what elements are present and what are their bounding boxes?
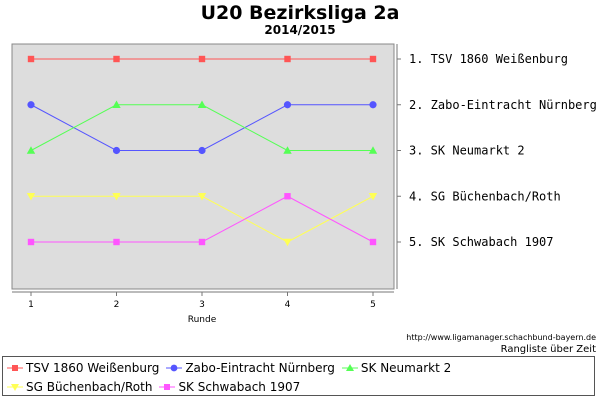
legend-row: SG Büchenbach/Roth SK Schwabach 1907 (7, 379, 307, 395)
data-point (284, 193, 291, 200)
legend-swatch (7, 365, 23, 371)
legend-swatch-marker (170, 364, 178, 372)
line-chart: 1 2 3 4 5 1. TSV 1860 Weißenburg 2. Zabo-Eint… (11, 43, 597, 325)
source-caption: Rangliste über Zeit (500, 344, 596, 355)
legend-swatch-marker (345, 364, 354, 371)
data-point (368, 146, 378, 154)
source-url: http://www.ligamanager.schachbund-bayern… (406, 333, 596, 342)
data-point (198, 238, 206, 246)
plot-area (11, 43, 395, 290)
x-axis-label: Runde (188, 315, 217, 325)
legend-label: SG Büchenbach/Roth (26, 380, 153, 394)
legend-swatch (341, 364, 358, 371)
data-point (368, 193, 378, 201)
x-axis-ticks: 1 2 3 4 5 (28, 292, 376, 310)
data-point (283, 146, 292, 154)
legend-item: SK Schwabach 1907 (159, 380, 300, 394)
data-point (113, 55, 120, 63)
legend-swatch (166, 364, 183, 372)
data-point (369, 55, 377, 63)
legend-label: SK Neumarkt 2 (360, 361, 452, 375)
data-point (284, 55, 291, 63)
series-markers (26, 55, 378, 247)
legend-item: TSV 1860 Weißenburg (7, 361, 159, 375)
legend-swatch-marker (164, 384, 171, 390)
data-point (197, 100, 207, 108)
x-tick-label: 4 (285, 300, 291, 310)
data-point (27, 101, 35, 109)
legend-swatch-marker (12, 365, 18, 371)
chart-title: U20 Bezirksliga 2a (200, 2, 400, 24)
data-point (112, 193, 121, 201)
x-tick-label: 5 (370, 300, 376, 310)
data-point (283, 101, 292, 109)
data-point (369, 238, 377, 246)
legend: TSV 1860 Weißenburg Zabo-Eintracht Nürnbe… (2, 356, 595, 396)
legend-row: TSV 1860 Weißenburg Zabo-Eintracht Nürnbe… (7, 360, 458, 376)
right-axis-labels: 1. TSV 1860 Weißenburg 2. Zabo-Eintracht … (397, 52, 597, 249)
data-point (27, 55, 35, 63)
x-tick-label: 3 (199, 300, 205, 310)
legend-label: TSV 1860 Weißenburg (26, 361, 160, 375)
data-point (369, 101, 377, 109)
right-axis-label: 1. TSV 1860 Weißenburg (409, 52, 568, 66)
data-point (113, 238, 120, 246)
data-point (27, 238, 35, 246)
right-axis-label: 5. SK Schwabach 1907 (409, 235, 554, 249)
legend-item: Zabo-Eintracht Nürnberg (166, 361, 335, 375)
right-axis-label: 4. SG Büchenbach/Roth (409, 189, 561, 203)
right-axis-label: 2. Zabo-Eintracht Nürnberg (409, 98, 597, 112)
legend-item: SK Neumarkt 2 (341, 361, 452, 375)
data-point (198, 55, 206, 63)
data-point (283, 238, 292, 247)
right-axis-label: 3. SK Neumarkt 2 (409, 144, 525, 158)
legend-item: SG Büchenbach/Roth (7, 380, 152, 394)
x-tick-label: 2 (114, 300, 120, 310)
legend-swatch (159, 384, 176, 390)
legend-label: SK Schwabach 1907 (178, 380, 301, 394)
data-point (26, 146, 36, 154)
chart-subtitle: 2014/2015 (264, 23, 336, 37)
data-point (112, 100, 121, 108)
legend-label: Zabo-Eintracht Nürnberg (185, 361, 335, 375)
data-point (112, 146, 121, 155)
legend-swatch-marker (11, 384, 19, 391)
data-point (197, 193, 207, 201)
data-point (26, 193, 36, 201)
legend-swatch (7, 384, 23, 391)
x-tick-label: 1 (28, 300, 34, 310)
data-point (198, 146, 206, 155)
